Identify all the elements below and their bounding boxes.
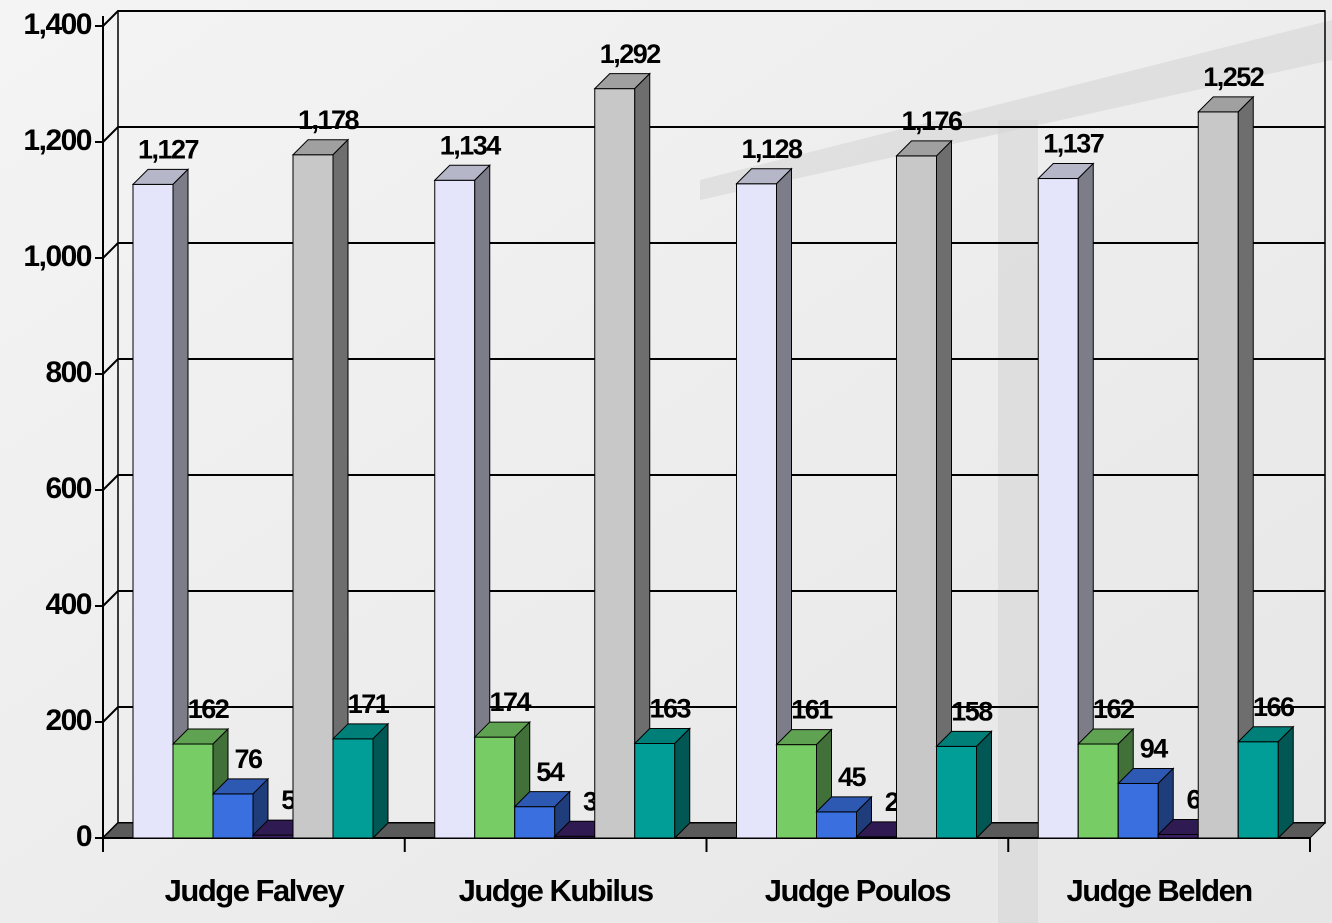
bar-front xyxy=(514,806,556,839)
data-label: 162 xyxy=(1093,694,1134,724)
bar-front xyxy=(1117,782,1159,839)
data-label: 1,128 xyxy=(741,134,803,164)
watermark xyxy=(998,120,1038,923)
data-label: 54 xyxy=(536,757,565,787)
bar-side xyxy=(1277,725,1294,840)
y-tick-label: 400 xyxy=(45,588,91,621)
bar xyxy=(331,722,390,840)
bar-front xyxy=(634,742,676,839)
bar xyxy=(131,168,190,840)
data-label: 162 xyxy=(188,694,229,724)
y-tick-label: 800 xyxy=(45,356,91,389)
bar-front xyxy=(132,183,174,839)
bar xyxy=(1037,162,1095,840)
bar xyxy=(735,167,793,840)
bar xyxy=(593,72,651,840)
grid-line xyxy=(102,126,1325,143)
data-label: 1,127 xyxy=(138,134,199,164)
bar-front xyxy=(1157,834,1199,839)
bar xyxy=(633,727,691,840)
bar-side xyxy=(372,722,389,840)
data-label: 1,292 xyxy=(600,39,661,69)
data-label: 1,134 xyxy=(440,130,502,160)
bar-front xyxy=(332,738,374,839)
bar-front xyxy=(474,736,516,839)
bar xyxy=(895,139,953,840)
grid-line xyxy=(102,10,1325,27)
bar-side xyxy=(674,727,691,840)
bar-front xyxy=(1037,178,1079,839)
bar xyxy=(1117,767,1175,840)
bar-front xyxy=(1197,111,1239,839)
bar-front xyxy=(434,179,476,839)
x-tick-label: Judge Falvey xyxy=(165,873,346,908)
data-label: 94 xyxy=(1140,734,1169,764)
bar-front xyxy=(896,155,937,839)
x-tick-label: Judge Kubilus xyxy=(459,873,653,908)
y-tick-label: 600 xyxy=(45,472,91,505)
data-label: 1,137 xyxy=(1043,129,1104,159)
bar xyxy=(1237,725,1295,840)
bar-front xyxy=(1077,743,1119,839)
data-label: 163 xyxy=(649,694,691,724)
bar-front xyxy=(172,743,214,839)
data-label: 166 xyxy=(1253,692,1295,722)
y-tick-label: 1,400 xyxy=(23,8,91,41)
data-label: 45 xyxy=(838,762,867,792)
watermark xyxy=(700,20,1332,200)
bar xyxy=(935,730,993,840)
y-tick-label: 1,200 xyxy=(23,124,91,157)
data-label: 174 xyxy=(489,687,531,717)
bar-front xyxy=(594,88,636,839)
bar xyxy=(291,138,350,840)
bar-front xyxy=(212,793,254,839)
bar-side xyxy=(1237,95,1254,840)
x-tick-label: Judge Belden xyxy=(1066,873,1252,908)
x-tick-label: Judge Poulos xyxy=(765,873,951,908)
bar-front xyxy=(292,154,334,839)
bar-front xyxy=(776,744,817,839)
bar-front xyxy=(936,745,977,839)
y-tick-label: 1,000 xyxy=(23,240,91,273)
bar xyxy=(1197,95,1255,840)
bar-side xyxy=(634,72,651,840)
y-tick-label: 200 xyxy=(45,704,91,737)
data-label: 171 xyxy=(348,689,390,719)
data-label: 1,252 xyxy=(1203,62,1264,92)
bar-front xyxy=(816,811,857,839)
y-tick-label: 0 xyxy=(76,820,92,853)
data-label: 76 xyxy=(234,744,263,774)
bar xyxy=(815,795,873,840)
bar-side xyxy=(976,730,992,840)
bar xyxy=(433,164,491,840)
bar xyxy=(211,777,270,840)
bar-front xyxy=(736,183,777,839)
data-label: 1,178 xyxy=(298,105,360,135)
data-label: 1,176 xyxy=(901,106,963,136)
bar-front xyxy=(1237,741,1279,839)
data-label: 158 xyxy=(951,696,993,726)
data-label: 161 xyxy=(791,695,833,725)
bar xyxy=(513,790,571,840)
